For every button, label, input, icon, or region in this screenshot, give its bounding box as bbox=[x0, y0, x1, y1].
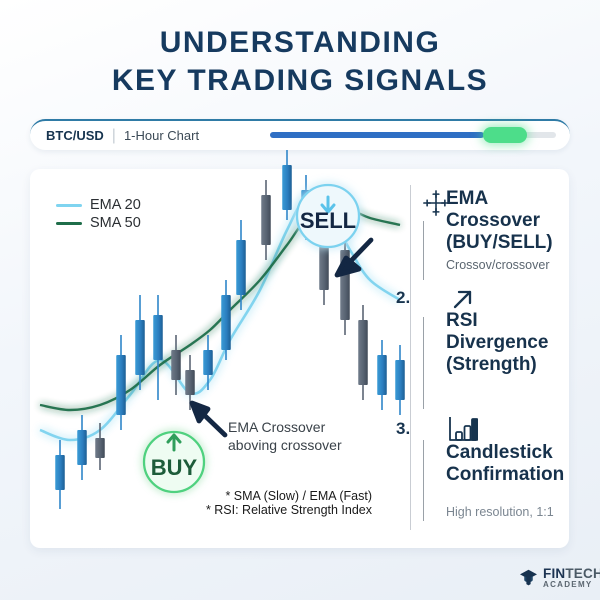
svg-text:SELL: SELL bbox=[300, 208, 356, 233]
svg-text:BUY: BUY bbox=[151, 455, 198, 480]
